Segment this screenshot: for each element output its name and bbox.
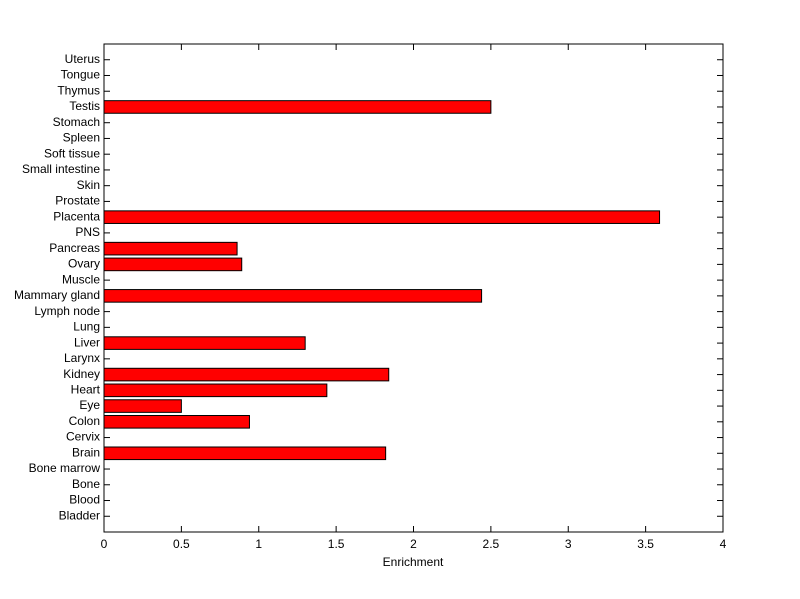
bar — [103, 241, 238, 256]
x-axis-label: Enrichment — [383, 555, 444, 569]
y-tick-label: Testis — [69, 99, 100, 113]
y-tick-label: Bone — [72, 477, 100, 491]
y-tick-label: Mammary gland — [14, 288, 100, 302]
bar — [103, 415, 250, 429]
x-tick-label: 0 — [101, 537, 108, 551]
y-tick-label: Soft tissue — [44, 146, 100, 160]
y-tick-label: Bladder — [59, 508, 100, 522]
y-tick-label: Bone marrow — [29, 461, 101, 475]
x-tick-label: 4 — [720, 537, 727, 551]
bar — [103, 336, 306, 350]
y-tick-label: Eye — [79, 398, 100, 412]
bar — [103, 257, 243, 272]
y-tick-label: Lymph node — [34, 304, 100, 318]
x-tick-label: 1.5 — [328, 537, 345, 551]
bar — [103, 289, 483, 303]
bar — [103, 210, 661, 224]
y-tick-label: Skin — [77, 178, 100, 192]
x-tick-label: 1 — [255, 537, 262, 551]
x-tick-label: 0.5 — [173, 537, 190, 551]
y-tick-label: Stomach — [53, 115, 100, 129]
y-tick-label: Cervix — [66, 430, 100, 444]
x-tick-label: 3.5 — [637, 537, 654, 551]
x-tick-label: 2.5 — [483, 537, 500, 551]
y-tick-label: Placenta — [53, 209, 100, 223]
x-tick-label: 2 — [410, 537, 417, 551]
bar — [103, 446, 387, 461]
y-tick-label: Lung — [73, 320, 100, 334]
y-tick-label: Tongue — [61, 68, 101, 82]
y-tick-label: Small intestine — [22, 162, 100, 176]
y-tick-label: Larynx — [64, 351, 100, 365]
y-tick-label: Spleen — [63, 131, 100, 145]
x-tick-label: 3 — [565, 537, 572, 551]
y-tick-label: Brain — [72, 445, 100, 459]
y-tick-label: Blood — [69, 493, 100, 507]
y-tick-label: Colon — [69, 414, 100, 428]
y-tick-label: Prostate — [55, 194, 100, 208]
y-tick-label: Thymus — [57, 83, 100, 97]
y-tick-label: Pancreas — [49, 241, 100, 255]
y-tick-label: Ovary — [68, 257, 100, 271]
y-tick-label: Liver — [74, 335, 100, 349]
y-tick-label: PNS — [75, 225, 100, 239]
bar — [103, 399, 182, 413]
bar — [103, 100, 492, 114]
y-tick-label: Uterus — [65, 52, 100, 66]
y-tick-label: Kidney — [63, 367, 100, 381]
y-tick-label: Heart — [71, 382, 101, 396]
bar — [103, 367, 390, 382]
bar — [103, 383, 328, 398]
y-tick-label: Muscle — [62, 272, 100, 286]
